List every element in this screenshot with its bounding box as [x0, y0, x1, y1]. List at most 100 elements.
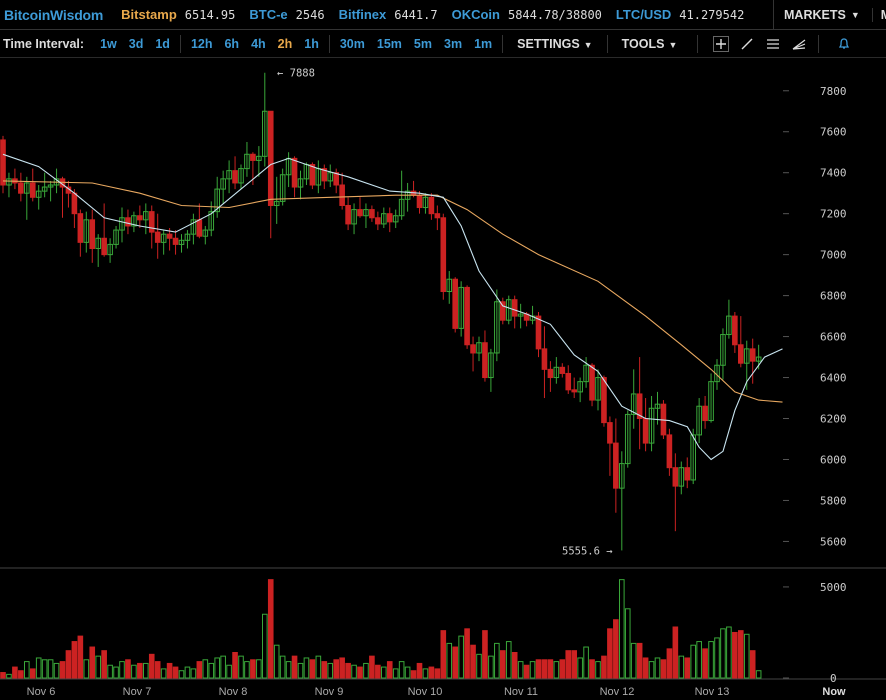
volume-bar: [696, 641, 702, 679]
volume-bar: [749, 650, 756, 679]
volume-bar: [190, 668, 197, 679]
candle-body-up: [678, 467, 685, 487]
interval-2h[interactable]: 2h: [277, 36, 293, 51]
interval-4h[interactable]: 4h: [251, 36, 266, 51]
candle-body-down: [601, 377, 607, 424]
interval-5m[interactable]: 5m: [413, 36, 432, 51]
candle-body-down: [369, 209, 375, 219]
candle-body-up: [41, 186, 48, 192]
candle-body-up: [720, 334, 726, 366]
volume-bar: [601, 655, 607, 679]
ticker-price: 6441.7: [394, 8, 438, 22]
divider: [818, 34, 820, 53]
candle-body-down: [672, 467, 679, 487]
candle-body-up: [47, 184, 54, 188]
volume-tick-label: 5000: [820, 581, 847, 594]
ticker-ltc-usd[interactable]: LTC/USD 41.279542: [616, 7, 744, 22]
date-label: Nov 7: [123, 686, 152, 698]
candle-body-down: [309, 164, 316, 186]
tools-menu[interactable]: TOOLS ▼: [622, 37, 678, 51]
volume-bar: [571, 650, 578, 679]
line-draw-icon[interactable]: [734, 33, 760, 55]
volume-bar: [160, 668, 167, 679]
chevron-down-icon: ▼: [668, 39, 678, 50]
interval-3m[interactable]: 3m: [444, 36, 463, 51]
candle-body-down: [267, 110, 274, 206]
interval-3d[interactable]: 3d: [128, 36, 144, 51]
volume-bar: [220, 655, 226, 679]
candle-body-down: [571, 389, 578, 393]
candle-body-down: [666, 434, 673, 469]
volume-bar: [154, 661, 161, 679]
market-ticker-bar: BitcoinWisdom Bitstamp 6514.95 BTC-e 2546 Bi…: [0, 0, 886, 30]
candle-body-down: [172, 237, 179, 245]
volume-bar: [327, 662, 334, 679]
candle-body-up: [119, 217, 125, 231]
candle-body-down: [749, 348, 756, 362]
volume-bar: [369, 655, 375, 679]
volume-bar: [708, 641, 714, 679]
volume-bar: [12, 666, 18, 679]
interval-selector: 1w 3d 1d 12h 6h 4h 2h 1h 30m 15m 5m 3m 1m: [94, 34, 498, 53]
divider: [328, 34, 330, 53]
mini-button[interactable]: MINI: [871, 7, 886, 22]
volume-bar: [619, 579, 625, 679]
low-annotation: 5555.6 →: [562, 546, 613, 558]
ticker-price: 41.279542: [679, 8, 745, 22]
interval-1m[interactable]: 1m: [474, 36, 493, 51]
candle-body-up: [583, 364, 589, 383]
volume-bar: [381, 666, 387, 679]
volume-bar: [755, 670, 762, 679]
divider: [606, 34, 608, 53]
price-tick-label: 6200: [820, 413, 847, 426]
brand-logo[interactable]: BitcoinWisdom: [4, 6, 104, 23]
volume-bar: [143, 662, 149, 679]
volume-bar: [595, 661, 601, 679]
candle-body-up: [35, 190, 42, 198]
candle-body-up: [577, 381, 583, 393]
ticker-okcoin[interactable]: OKCoin 5844.78/38800: [452, 7, 602, 22]
candle-body-down: [500, 301, 506, 321]
divider: [179, 34, 181, 53]
candle-body-up: [648, 407, 655, 444]
horizontal-lines-icon[interactable]: [760, 33, 786, 55]
interval-1d[interactable]: 1d: [155, 36, 170, 51]
volume-bar: [422, 668, 429, 679]
interval-6h[interactable]: 6h: [224, 36, 240, 51]
ticker-bitfinex[interactable]: Bitfinex 6441.7: [339, 7, 438, 22]
candle-body-up: [178, 239, 185, 245]
ticker-exchange: Bitfinex: [338, 7, 387, 22]
fan-icon[interactable]: [786, 33, 812, 55]
interval-30m[interactable]: 30m: [339, 36, 365, 51]
price-tick-label: 5800: [820, 494, 847, 507]
volume-bar: [279, 655, 286, 679]
ticker-bitstamp[interactable]: Bitstamp 6514.95: [121, 7, 235, 22]
candle-body-up: [624, 413, 631, 465]
settings-menu[interactable]: SETTINGS ▼: [517, 37, 592, 51]
ticker-btc-e[interactable]: BTC-e 2546: [249, 7, 324, 22]
interval-12h[interactable]: 12h: [190, 36, 213, 51]
candle-body-up: [755, 356, 762, 362]
ticker-price: 5844.78/38800: [507, 8, 602, 22]
volume-bar: [375, 664, 381, 679]
markets-menu[interactable]: MARKETS ▼ MINI: [773, 0, 886, 29]
price-chart[interactable]: 5600 5800 6000 6200 6400 6600 6800 7000 7200 7400…: [0, 58, 886, 700]
volume-bar: [398, 661, 405, 679]
volume-bar: [339, 657, 345, 679]
ticker-price: 6514.95: [184, 8, 236, 22]
interval-15m[interactable]: 15m: [376, 36, 402, 51]
volume-bar: [452, 646, 458, 679]
price-tick-label: 7600: [820, 126, 847, 139]
crosshair-icon[interactable]: [708, 33, 734, 55]
candle-body-down: [321, 168, 328, 182]
candle-body-up: [458, 286, 464, 329]
volume-bar: [196, 661, 203, 679]
interval-1h[interactable]: 1h: [304, 36, 319, 51]
interval-1w[interactable]: 1w: [100, 36, 117, 51]
markets-label: MARKETS: [784, 7, 846, 22]
candle-body-down: [738, 344, 744, 364]
volume-bar: [267, 579, 274, 679]
alert-bell-icon[interactable]: [831, 33, 857, 55]
candle-body-down: [547, 368, 554, 379]
candle-body-up: [619, 463, 625, 489]
